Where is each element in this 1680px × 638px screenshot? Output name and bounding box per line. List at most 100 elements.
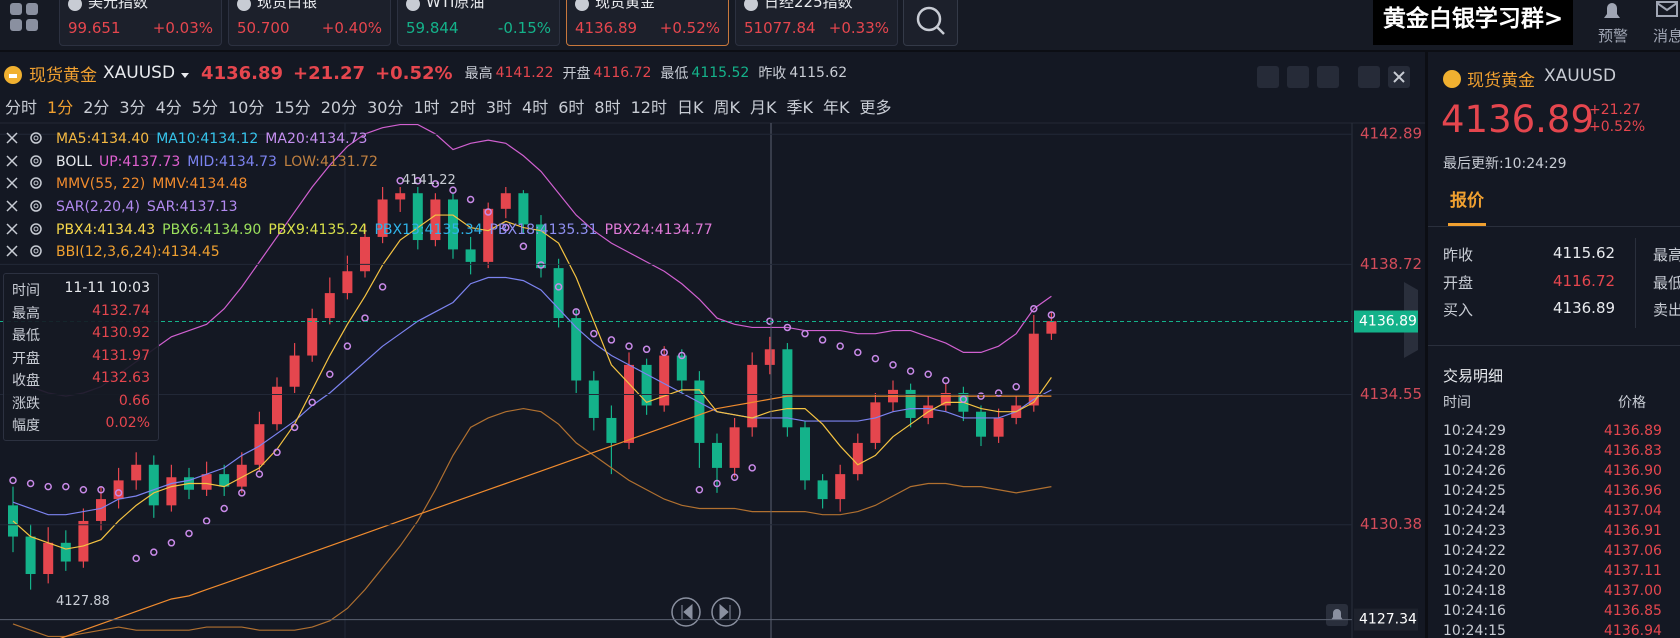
candle-body xyxy=(307,318,318,356)
tool-button[interactable] xyxy=(1287,66,1309,88)
ticker[interactable]: WTI原油 59.844 -0.15% xyxy=(397,0,560,46)
sar-dot xyxy=(343,342,352,350)
stat-value: 4115.52 xyxy=(691,65,750,81)
candle-body xyxy=(360,236,370,272)
period-tab[interactable]: 10分 xyxy=(227,98,265,117)
trade-price: 4137.00 xyxy=(1604,583,1662,599)
candle-body xyxy=(377,199,388,237)
period-tab[interactable]: 周K xyxy=(713,98,740,117)
indicator-controls[interactable] xyxy=(5,199,49,215)
sar-dot xyxy=(554,283,563,291)
period-tab[interactable]: 5分 xyxy=(191,98,218,117)
period-tab[interactable]: 1时 xyxy=(413,98,440,117)
period-tab[interactable]: 15分 xyxy=(274,98,311,117)
crosshair-tag xyxy=(1354,608,1418,631)
quote-tab[interactable]: 报价 xyxy=(1450,191,1484,211)
trade-price: 4136.89 xyxy=(1604,423,1662,439)
candle-body xyxy=(430,199,441,241)
tool-button[interactable] xyxy=(1317,66,1339,88)
period-tab[interactable]: 20分 xyxy=(320,98,358,117)
candle-body xyxy=(78,520,89,562)
period-tab[interactable]: 4分 xyxy=(155,98,182,117)
sar-dot xyxy=(449,186,457,194)
indicator-controls[interactable] xyxy=(5,176,49,192)
indicator-controls[interactable] xyxy=(5,222,49,238)
stat-value: 4116.72 xyxy=(593,65,652,81)
sar-dot xyxy=(713,479,721,488)
ticker[interactable]: 现货黄金 4136.89 +0.52% xyxy=(566,0,729,46)
indicator-value: PBX18:4135.31 xyxy=(489,221,598,238)
indicator-controls[interactable] xyxy=(5,131,49,147)
sar-dot xyxy=(9,476,17,485)
indicator-legend: MA5:4134.40 MA10:4134.12 MA20:4134.73 BOLL U… xyxy=(5,128,713,264)
close-button[interactable] xyxy=(1388,66,1410,88)
sar-dot xyxy=(906,367,915,375)
trade-price: 4136.96 xyxy=(1604,483,1662,499)
low-mark: 4127.88 xyxy=(56,594,110,609)
ticker-change: -0.15% xyxy=(497,19,551,37)
symbol-dropdown[interactable] xyxy=(181,72,190,78)
instrument-name: 现货黄金 xyxy=(29,65,97,86)
stat-label: 开盘 xyxy=(1443,273,1474,292)
ticker[interactable]: 日经225指数 51077.84 +0.33% xyxy=(735,0,898,46)
tool-button[interactable] xyxy=(1257,66,1279,88)
candle-body xyxy=(1028,333,1039,406)
indicator-value: UP:4137.73 xyxy=(98,153,181,170)
period-tab[interactable]: 2时 xyxy=(449,98,476,117)
messages-label[interactable]: 消息 xyxy=(1653,27,1680,45)
indicator-controls[interactable] xyxy=(5,154,49,170)
period-tab[interactable]: 更多 xyxy=(859,98,892,117)
period-tab[interactable]: 月K xyxy=(749,98,777,117)
y-tick-label: 4130.38 xyxy=(1360,515,1422,533)
alert-icon xyxy=(1604,3,1620,18)
side-name: 现货黄金 xyxy=(1467,71,1535,91)
ticker-price: 51077.84 xyxy=(744,19,816,37)
sar-dot xyxy=(502,223,510,232)
sar-dot xyxy=(44,482,52,491)
tooltip-value: 4130.92 xyxy=(92,325,150,341)
menu-icon[interactable] xyxy=(8,3,44,33)
trade-time: 10:24:15 xyxy=(1443,623,1506,638)
expand-button[interactable] xyxy=(1358,66,1380,88)
trade-price: 4136.90 xyxy=(1604,463,1662,479)
candle-body xyxy=(940,392,951,406)
stat-label: 昨收 xyxy=(1443,246,1474,264)
period-tab[interactable]: 30分 xyxy=(367,98,404,117)
tooltip-value: 4132.63 xyxy=(92,370,150,386)
candle-body xyxy=(800,427,810,481)
period-tab[interactable]: 4时 xyxy=(522,98,549,117)
prev-button[interactable] xyxy=(671,597,701,627)
sar-dot xyxy=(519,242,528,251)
indicator-value: MMV:4134.48 xyxy=(152,176,248,193)
trade-time: 10:24:25 xyxy=(1443,483,1506,499)
candle-body xyxy=(342,271,353,294)
period-tab[interactable]: 分时 xyxy=(5,98,38,117)
candle-body xyxy=(624,364,634,443)
period-tab[interactable]: 1分 xyxy=(47,98,74,117)
period-tab[interactable]: 12时 xyxy=(630,98,667,117)
trade-time: 10:24:24 xyxy=(1443,503,1506,519)
stat-label: 最高 xyxy=(464,66,493,82)
banner[interactable]: 黄金白银学习群> xyxy=(1373,0,1573,45)
period-tab[interactable]: 季K xyxy=(786,98,813,117)
sar-dot xyxy=(854,348,862,357)
sar-dot xyxy=(959,395,968,403)
period-tab[interactable]: 日K xyxy=(676,98,704,117)
trade-time: 10:24:22 xyxy=(1443,543,1506,559)
ticker-name: 日经225指数 xyxy=(764,0,853,11)
period-tab[interactable]: 年K xyxy=(822,98,850,117)
search-button[interactable] xyxy=(903,0,958,46)
ticker[interactable]: 美元指数 99.651 +0.03% xyxy=(59,0,222,46)
ticker-change: +0.52% xyxy=(659,19,720,37)
period-tab[interactable]: 3时 xyxy=(485,98,513,117)
indicator-line xyxy=(12,214,1052,550)
period-tab[interactable]: 6时 xyxy=(558,98,585,117)
period-tab[interactable]: 2分 xyxy=(83,98,110,117)
candle-body xyxy=(712,442,722,468)
ticker[interactable]: 现货白银 50.700 +0.40% xyxy=(228,0,391,46)
alerts-label[interactable]: 预警 xyxy=(1598,27,1629,45)
period-tab[interactable]: 3分 xyxy=(119,98,146,117)
next-button[interactable] xyxy=(711,597,741,627)
period-tab[interactable]: 8时 xyxy=(594,98,621,117)
indicator-controls[interactable] xyxy=(5,244,49,260)
